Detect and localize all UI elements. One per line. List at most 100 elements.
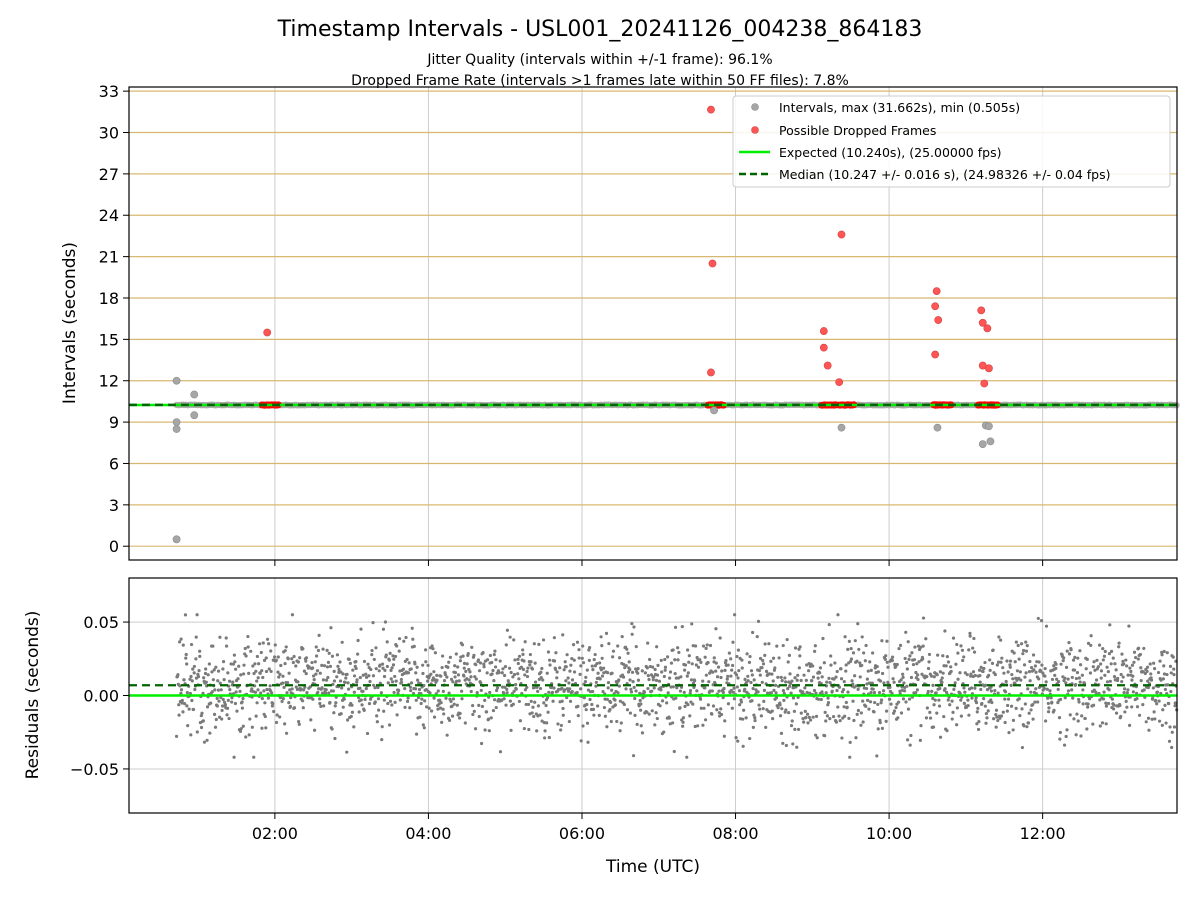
residual-point: [603, 714, 607, 718]
residual-point: [840, 736, 844, 740]
residual-point: [429, 709, 434, 713]
residual-point: [274, 720, 279, 725]
residual-point: [318, 671, 322, 675]
residual-point: [1007, 730, 1011, 735]
residual-point: [982, 666, 986, 671]
residual-point: [1147, 728, 1151, 732]
residual-point: [383, 668, 387, 672]
residual-point: [1135, 696, 1139, 701]
residual-point: [610, 671, 614, 675]
residual-point: [908, 654, 912, 658]
residual-point: [1125, 664, 1129, 668]
residual-point: [451, 680, 455, 684]
residual-point: [528, 652, 532, 657]
x-axis-label: Time (UTC): [605, 857, 700, 877]
residual-point: [570, 678, 575, 682]
residual-point: [1068, 713, 1072, 717]
residual-point: [726, 663, 730, 667]
residual-point: [1006, 697, 1011, 701]
residual-point: [855, 712, 859, 716]
residual-point: [563, 660, 567, 664]
residual-point: [358, 686, 362, 690]
residual-point: [907, 697, 912, 701]
residual-point: [252, 671, 256, 676]
residual-point: [723, 668, 727, 672]
residual-point: [1022, 648, 1026, 653]
residual-point: [618, 729, 622, 733]
residual-point: [247, 671, 251, 675]
residual-point: [634, 645, 638, 649]
residual-point: [241, 724, 245, 728]
residual-point: [492, 678, 496, 683]
residual-point: [871, 651, 875, 655]
intervals-y-tick-label: 30: [99, 124, 119, 143]
residual-point: [960, 648, 965, 652]
residual-point: [1076, 656, 1080, 660]
residual-point: [1067, 640, 1071, 645]
residual-point: [327, 651, 331, 655]
residual-point: [382, 709, 386, 713]
residual-point: [382, 674, 387, 679]
residual-point: [225, 706, 230, 710]
residual-point: [803, 709, 807, 713]
residual-point: [1085, 727, 1089, 731]
residual-point: [804, 678, 808, 683]
residual-point: [1113, 662, 1117, 666]
residual-point: [341, 705, 345, 709]
residual-point: [1142, 646, 1146, 651]
residual-point: [655, 645, 659, 649]
residual-point: [417, 687, 422, 692]
residual-point: [1160, 653, 1164, 657]
residual-point: [1047, 706, 1051, 710]
residual-point: [996, 691, 1000, 695]
residual-point: [541, 638, 546, 642]
residual-point: [902, 689, 907, 693]
residual-point: [465, 662, 469, 666]
residual-point: [749, 669, 754, 673]
residual-point: [345, 750, 349, 754]
residual-point: [383, 620, 388, 624]
residual-point: [1008, 665, 1012, 669]
x-tick-label: 04:00: [405, 824, 451, 843]
residual-point: [1122, 662, 1126, 666]
residual-point: [730, 706, 734, 710]
residual-point: [749, 680, 753, 685]
residual-point: [442, 679, 447, 683]
residual-point: [221, 667, 225, 671]
residual-point: [671, 685, 675, 689]
residual-point: [599, 668, 603, 672]
residual-point: [454, 679, 459, 683]
residual-point: [526, 666, 530, 670]
residual-point: [208, 731, 212, 735]
residual-point: [808, 718, 813, 722]
residual-point: [228, 679, 232, 683]
residual-point: [1046, 701, 1050, 706]
residual-point: [512, 638, 516, 642]
residual-point: [696, 724, 700, 728]
residual-point: [919, 724, 923, 728]
residual-point: [409, 688, 413, 693]
residual-point: [221, 697, 225, 702]
residual-point: [605, 725, 609, 729]
residual-point: [620, 635, 624, 639]
residual-point: [199, 714, 203, 718]
residual-point: [1003, 697, 1007, 701]
residual-point: [736, 648, 741, 652]
residual-point: [453, 670, 458, 675]
residual-point: [798, 645, 802, 649]
residual-point: [481, 651, 485, 655]
residual-point: [203, 671, 208, 676]
residual-point: [1161, 708, 1165, 712]
residual-point: [1078, 649, 1082, 653]
residual-point: [906, 640, 910, 644]
residual-point: [686, 702, 690, 707]
residual-point: [846, 647, 850, 651]
residual-point: [625, 708, 630, 712]
residual-point: [935, 711, 939, 715]
residual-point: [676, 658, 680, 662]
residual-point: [758, 656, 763, 661]
residual-point: [827, 676, 831, 680]
residual-point: [530, 711, 534, 715]
residual-point: [191, 707, 196, 712]
